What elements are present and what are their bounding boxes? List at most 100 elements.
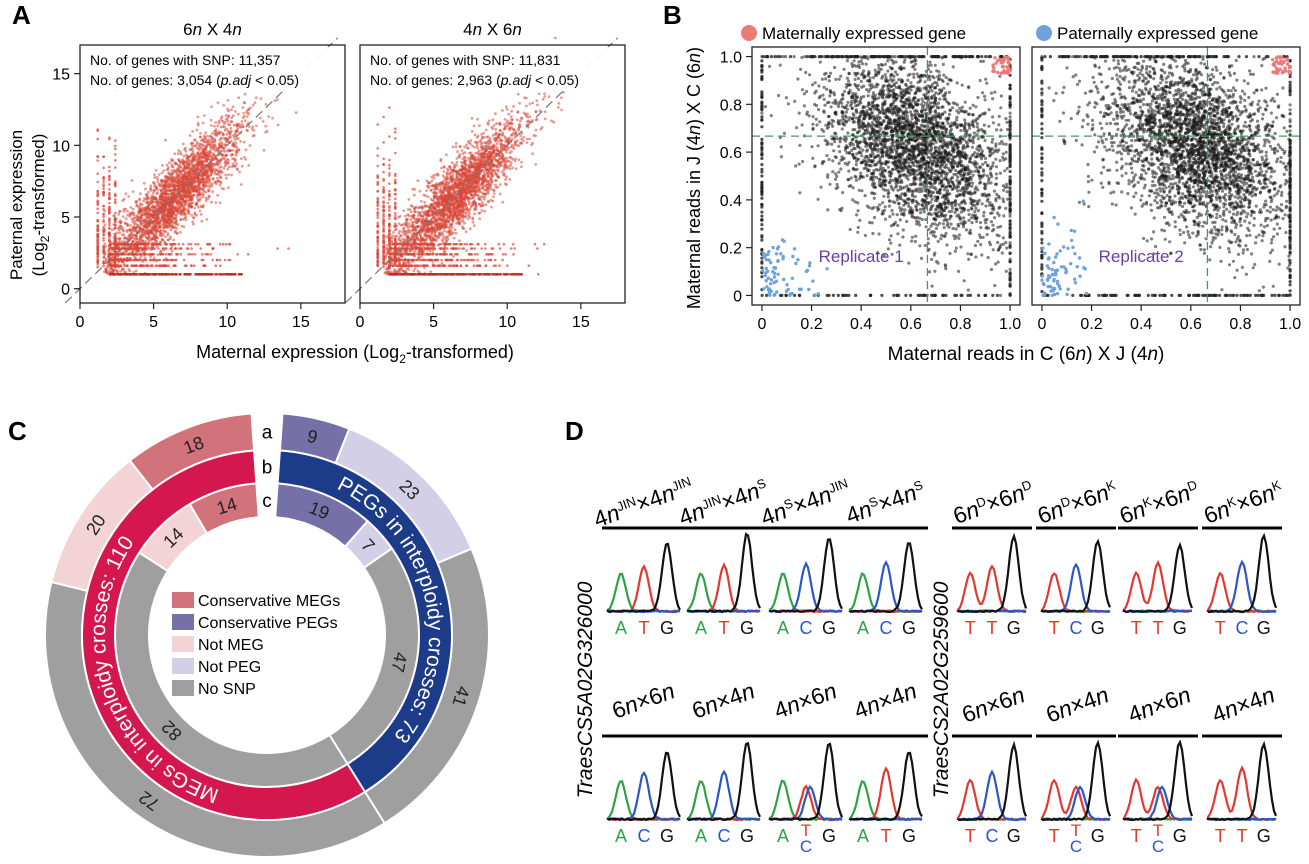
data-point bbox=[215, 176, 219, 180]
data-point bbox=[471, 202, 474, 206]
data-point bbox=[229, 126, 233, 130]
data-point bbox=[121, 215, 125, 219]
data-point bbox=[201, 138, 205, 142]
data-point bbox=[209, 273, 212, 276]
data-point bbox=[167, 171, 171, 175]
data-point bbox=[264, 130, 268, 134]
data-point bbox=[102, 225, 105, 229]
data-point bbox=[454, 142, 458, 145]
data-point bbox=[170, 169, 173, 173]
data-point bbox=[153, 173, 156, 177]
data-point bbox=[160, 237, 164, 241]
data-point bbox=[118, 209, 122, 213]
data-point bbox=[244, 148, 248, 152]
data-point bbox=[227, 115, 231, 118]
data-point bbox=[181, 190, 185, 194]
data-point bbox=[183, 212, 187, 216]
data-point bbox=[96, 219, 99, 222]
data-point bbox=[157, 247, 160, 250]
data-point bbox=[271, 116, 274, 120]
data-point bbox=[149, 230, 153, 234]
data-point bbox=[155, 192, 159, 196]
data-point bbox=[164, 235, 167, 239]
data-point bbox=[126, 273, 130, 276]
data-point bbox=[114, 211, 117, 215]
data-point bbox=[211, 247, 215, 250]
data-point bbox=[128, 212, 132, 216]
data-point bbox=[114, 184, 117, 188]
data-point bbox=[141, 242, 145, 246]
data-point bbox=[192, 176, 196, 180]
data-point bbox=[194, 242, 197, 246]
data-point bbox=[131, 229, 135, 233]
data-point bbox=[164, 253, 167, 256]
data-point bbox=[170, 192, 174, 196]
data-point bbox=[206, 134, 209, 138]
data-point bbox=[108, 218, 111, 222]
data-point bbox=[161, 164, 164, 167]
data-point bbox=[162, 218, 166, 222]
data-point bbox=[108, 254, 111, 257]
data-point bbox=[171, 242, 174, 246]
data-point bbox=[191, 220, 195, 224]
data-point bbox=[261, 120, 265, 123]
data-point bbox=[147, 209, 151, 213]
data-point bbox=[187, 242, 190, 246]
data-point bbox=[114, 159, 117, 162]
data-point bbox=[156, 253, 160, 256]
data-point bbox=[104, 270, 108, 273]
data-point bbox=[182, 218, 185, 221]
data-point bbox=[196, 242, 200, 246]
data-point bbox=[514, 157, 517, 161]
data-point bbox=[163, 258, 166, 262]
data-point bbox=[210, 105, 214, 109]
data-point bbox=[515, 118, 519, 121]
data-point bbox=[108, 268, 111, 272]
data-point bbox=[96, 189, 99, 193]
data-point bbox=[96, 235, 99, 239]
data-point bbox=[205, 273, 209, 276]
data-point bbox=[178, 194, 182, 198]
data-point bbox=[133, 264, 137, 268]
data-point bbox=[177, 158, 180, 161]
data-point bbox=[224, 159, 228, 163]
data-point bbox=[212, 167, 216, 171]
data-point bbox=[463, 151, 467, 155]
data-point bbox=[149, 196, 153, 200]
data-point bbox=[205, 144, 209, 148]
data-point bbox=[244, 119, 247, 123]
data-point bbox=[96, 155, 99, 158]
data-point bbox=[219, 117, 223, 120]
data-point bbox=[198, 209, 202, 213]
data-point bbox=[451, 145, 455, 149]
data-point bbox=[473, 133, 477, 137]
data-point bbox=[158, 231, 162, 235]
data-point bbox=[108, 192, 111, 195]
data-point bbox=[231, 105, 235, 109]
data-point bbox=[139, 208, 143, 212]
data-point bbox=[182, 225, 186, 229]
data-point bbox=[237, 273, 241, 276]
data-point bbox=[184, 273, 188, 276]
data-point bbox=[202, 184, 206, 188]
data-point bbox=[163, 181, 167, 184]
data-point bbox=[184, 171, 187, 175]
data-point bbox=[255, 124, 258, 128]
data-point bbox=[426, 195, 430, 199]
data-point bbox=[125, 230, 129, 234]
data-point bbox=[102, 231, 105, 234]
data-point bbox=[161, 232, 165, 236]
data-point bbox=[534, 134, 537, 138]
data-point bbox=[144, 258, 148, 262]
data-point bbox=[108, 243, 111, 247]
data-point bbox=[170, 173, 174, 176]
data-point bbox=[171, 258, 174, 262]
data-point bbox=[220, 187, 224, 190]
data-point bbox=[224, 121, 227, 124]
data-point bbox=[185, 264, 188, 268]
data-point bbox=[143, 273, 146, 276]
data-point bbox=[198, 158, 202, 161]
data-point bbox=[118, 231, 121, 235]
data-point bbox=[149, 253, 153, 256]
data-point bbox=[139, 253, 142, 256]
